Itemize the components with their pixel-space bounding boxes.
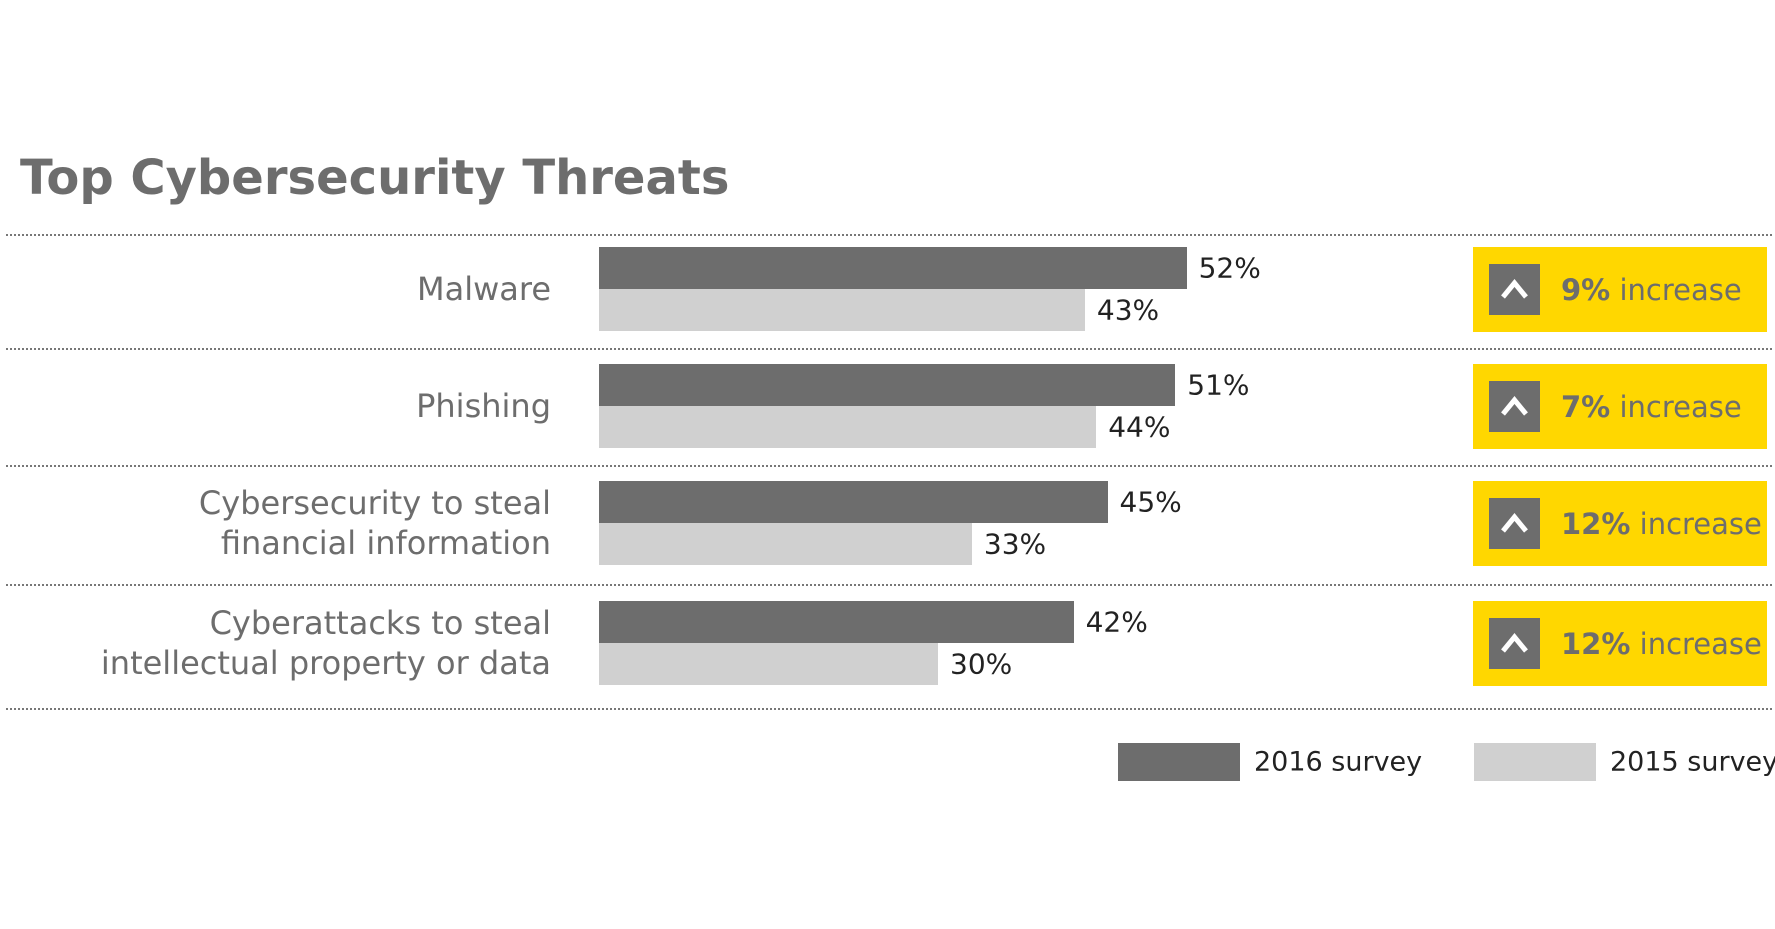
annotation-word: increase xyxy=(1619,272,1742,307)
separator xyxy=(6,348,1772,350)
bar xyxy=(599,601,1074,643)
value-label: 33% xyxy=(983,527,1047,561)
chevron xyxy=(1501,513,1528,533)
bar xyxy=(599,364,1176,406)
annotation-box: 12% increase xyxy=(1473,481,1767,566)
chevron-line xyxy=(1501,396,1528,416)
chevron-line xyxy=(1501,633,1528,653)
separator xyxy=(6,465,1772,467)
annotation-value: 7% xyxy=(1561,389,1611,424)
annotation-text: 7% increase xyxy=(1561,390,1742,424)
annotation-box: 9% increase xyxy=(1473,247,1767,332)
separator xyxy=(6,234,1772,236)
annotation-box: 12% increase xyxy=(1473,601,1767,686)
annotation-word: increase xyxy=(1619,389,1742,424)
legend-label: 2016 survey xyxy=(1254,746,1423,778)
annotation-value: 9% xyxy=(1561,272,1611,307)
chevron-line xyxy=(1501,279,1528,299)
annotation-box: 7% increase xyxy=(1473,364,1767,449)
bar xyxy=(599,643,938,685)
annotation-value: 12% xyxy=(1561,506,1631,541)
separator xyxy=(6,584,1772,586)
value-label: 42% xyxy=(1085,605,1148,639)
annotation-word: increase xyxy=(1639,506,1762,541)
category-label: Cyberattacks to steal intellectual prope… xyxy=(100,604,551,682)
value-label: 44% xyxy=(1108,410,1171,444)
bar xyxy=(599,247,1187,289)
up-icon xyxy=(1489,381,1540,432)
annotation-text: 9% increase xyxy=(1561,273,1742,307)
bar xyxy=(599,481,1108,523)
bar xyxy=(599,523,972,565)
annotation-value: 12% xyxy=(1561,626,1631,661)
up-icon xyxy=(1489,264,1540,315)
chevron xyxy=(1501,279,1528,299)
chevron-line xyxy=(1501,513,1528,533)
value-label: 45% xyxy=(1119,485,1182,519)
value-label: 43% xyxy=(1096,293,1160,327)
bar xyxy=(599,289,1085,331)
value-label: 52% xyxy=(1198,251,1261,285)
legend-label: 2015 survey xyxy=(1610,746,1775,778)
up-icon xyxy=(1489,498,1540,549)
up-icon xyxy=(1489,618,1540,669)
chevron xyxy=(1501,633,1528,653)
annotation-text: 12% increase xyxy=(1561,507,1762,541)
legend-swatch xyxy=(1118,743,1240,781)
chart-title: Top Cybersecurity Threats xyxy=(20,150,730,206)
annotation-word: increase xyxy=(1639,626,1762,661)
value-label: 51% xyxy=(1187,368,1250,402)
category-label: Phishing xyxy=(416,387,551,425)
category-label: Cybersecurity to steal financial informa… xyxy=(198,484,551,562)
value-label: 30% xyxy=(950,647,1013,681)
separator xyxy=(6,708,1772,710)
category-label: Malware xyxy=(416,270,551,308)
annotation-text: 12% increase xyxy=(1561,627,1762,661)
legend-swatch xyxy=(1474,743,1596,781)
bar xyxy=(599,406,1097,448)
chevron xyxy=(1501,396,1528,416)
